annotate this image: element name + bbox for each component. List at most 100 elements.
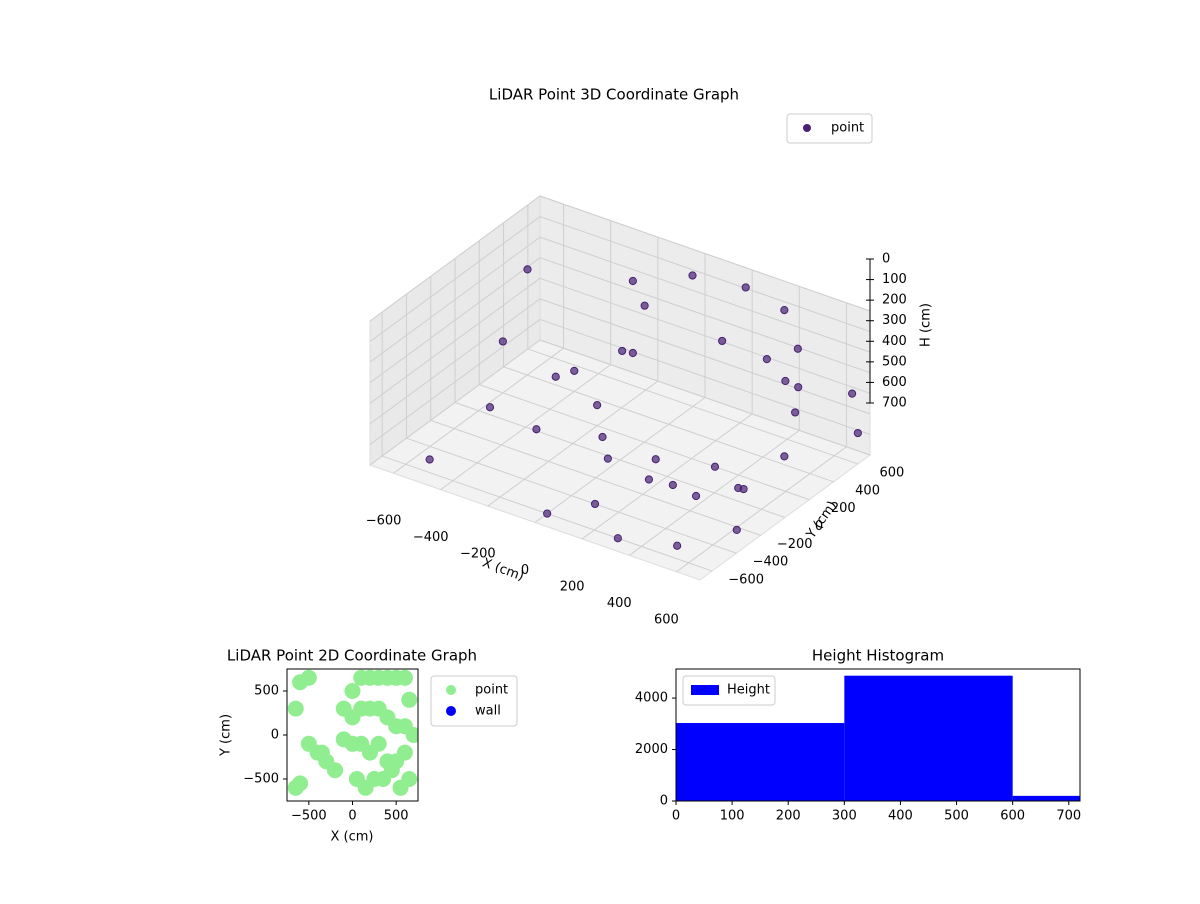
- point: [691, 491, 701, 501]
- point: [287, 779, 304, 796]
- grid-line: [539, 236, 871, 353]
- point: [688, 271, 697, 280]
- point: [640, 301, 649, 310]
- point: [485, 403, 495, 412]
- point: [848, 389, 857, 398]
- x-tick-label: −600: [366, 514, 402, 529]
- grid-line: [369, 216, 541, 342]
- point: [644, 475, 654, 484]
- point: [734, 483, 743, 493]
- x-tick-label: 500: [384, 809, 409, 824]
- grid-line: [539, 216, 871, 333]
- y-tick-label: 4000: [635, 691, 668, 706]
- grid-line: [369, 195, 541, 322]
- x-tick-label: −500: [291, 809, 327, 824]
- grid-line: [539, 277, 871, 394]
- point: [853, 428, 862, 438]
- x-tick-label: 700: [1056, 809, 1081, 824]
- point: [532, 425, 541, 434]
- grid-line: [369, 257, 541, 384]
- grid-line: [430, 419, 761, 536]
- point: [344, 683, 361, 699]
- z-tick-label: 0: [882, 252, 890, 267]
- z-tick-label: 500: [882, 354, 907, 369]
- point: [598, 432, 607, 442]
- x-tick-label: −400: [413, 530, 449, 545]
- y-axis-label: Y (cm): [219, 714, 234, 757]
- point: [618, 346, 627, 356]
- z-axis-label: H (cm): [919, 303, 934, 347]
- z-tick-label: 400: [882, 334, 907, 349]
- y-tick-label: 0: [271, 728, 279, 743]
- point: [791, 408, 800, 417]
- legend-label: point: [475, 683, 508, 698]
- point: [370, 735, 387, 752]
- point: [794, 383, 803, 392]
- point: [628, 348, 637, 358]
- grid-line: [369, 339, 541, 466]
- x-tick-label: 0: [672, 809, 680, 824]
- legend-swatch: [691, 685, 719, 695]
- point: [498, 337, 507, 346]
- point: [327, 762, 344, 779]
- z-tick-label: 700: [882, 396, 907, 411]
- bar: [676, 723, 845, 801]
- chart-title: LiDAR Point 3D Coordinate Graph: [489, 86, 739, 104]
- legend-frame: [786, 113, 873, 144]
- grid-line: [406, 437, 737, 554]
- x-tick-label: 400: [888, 809, 913, 824]
- grid-line: [539, 257, 871, 374]
- point: [762, 355, 771, 364]
- x-tick-label: 100: [720, 809, 745, 824]
- point: [300, 669, 317, 686]
- legend-marker: [803, 124, 811, 132]
- plot-area: [287, 669, 418, 796]
- point: [651, 455, 660, 464]
- point: [383, 762, 400, 779]
- point: [425, 455, 434, 464]
- x-tick-label: 0: [521, 563, 529, 578]
- point: [603, 454, 612, 463]
- grid-line: [539, 339, 871, 456]
- x-tick-label: 200: [776, 809, 801, 824]
- grid-line: [539, 195, 871, 312]
- point: [780, 306, 789, 315]
- y-tick-label: −500: [243, 772, 279, 787]
- legend-label: wall: [475, 704, 501, 719]
- x-tick-label: 0: [348, 809, 356, 824]
- point: [781, 376, 790, 386]
- point: [570, 366, 579, 375]
- y-tick-label: 400: [855, 483, 880, 498]
- point: [396, 744, 413, 761]
- axes-frame: [675, 668, 1081, 802]
- point: [673, 541, 682, 550]
- grid-line: [527, 348, 859, 465]
- point: [628, 276, 637, 286]
- point: [313, 744, 330, 761]
- grid-line: [539, 298, 871, 415]
- grid-line: [369, 319, 541, 445]
- point: [710, 462, 720, 471]
- point: [287, 700, 304, 717]
- x-tick-label: 600: [654, 612, 679, 627]
- x-tick-label: 300: [832, 809, 857, 824]
- point: [543, 509, 552, 518]
- y-tick-label: 0: [660, 794, 668, 809]
- point: [396, 669, 413, 686]
- x-axis-label: X (cm): [331, 830, 374, 845]
- point: [405, 727, 418, 743]
- y-tick-label: 500: [254, 684, 279, 699]
- point: [593, 401, 602, 410]
- legend-marker: [446, 706, 456, 716]
- chart-title: Height Histogram: [812, 647, 944, 665]
- grid-line: [369, 277, 541, 404]
- x-tick-label: 400: [607, 596, 632, 611]
- y-tick-label: 600: [879, 465, 904, 480]
- point: [732, 525, 741, 534]
- x-tick-label: 500: [944, 809, 969, 824]
- grid-line: [539, 318, 871, 435]
- y-tick-label: −200: [777, 537, 813, 552]
- legend-label: point: [831, 121, 864, 136]
- z-tick-label: 600: [882, 375, 907, 390]
